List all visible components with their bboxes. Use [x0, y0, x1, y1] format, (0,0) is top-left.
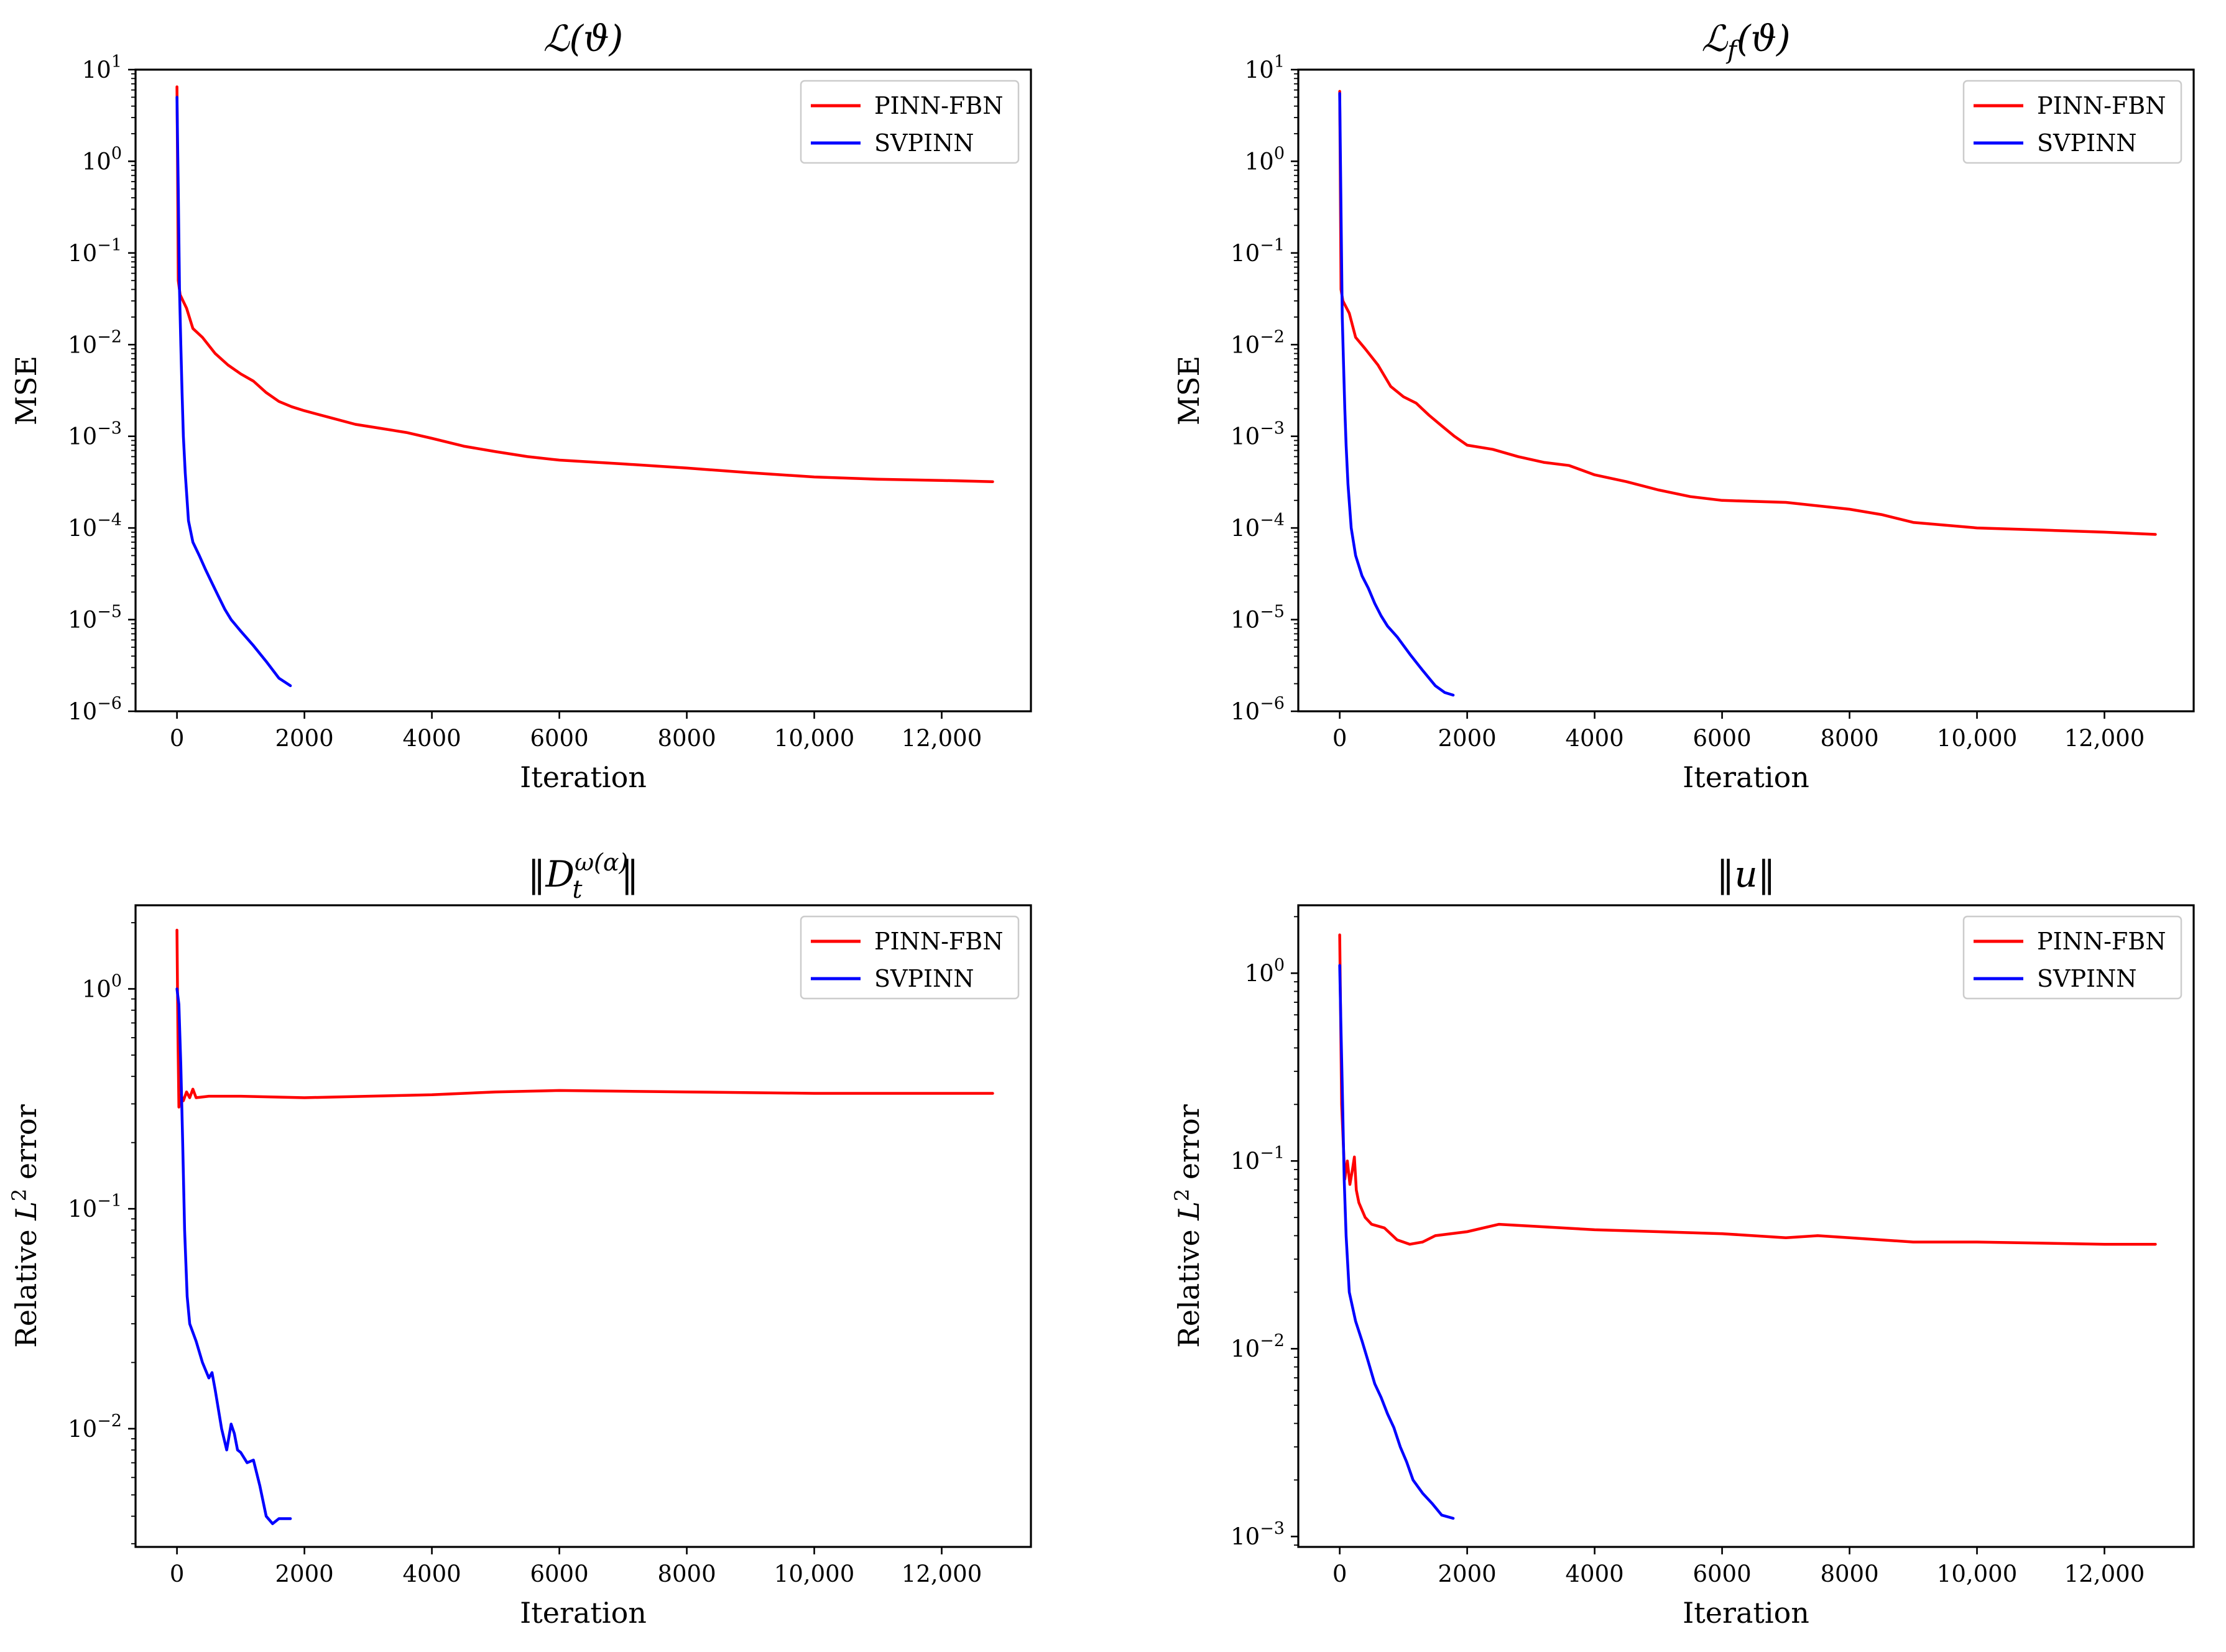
x-axis-label: Iteration	[1683, 1596, 1809, 1630]
x-tick-label: 2000	[275, 1561, 334, 1587]
x-tick-label: 8000	[1820, 725, 1878, 752]
y-tick-label: 100	[82, 971, 122, 1002]
chart-title: ‖Dω(α) t ‖	[528, 849, 639, 904]
x-tick-label: 6000	[530, 725, 588, 752]
x-tick-label: 0	[1332, 1561, 1347, 1587]
x-tick-label: 10,000	[1937, 1561, 2017, 1587]
y-axis-label: Relative L2 error	[1170, 1104, 1206, 1347]
x-tick-label: 6000	[1693, 1561, 1751, 1587]
x-tick-label: 4000	[402, 725, 461, 752]
x-tick-label: 0	[1332, 725, 1347, 752]
series-line-svpinn	[1338, 92, 1455, 697]
y-tick-label: 10−4	[1231, 510, 1285, 542]
y-axis-label: MSE	[9, 356, 43, 425]
y-tick-label: 10−3	[1231, 419, 1285, 450]
plot-area	[1297, 68, 2195, 713]
x-tick-label: 6000	[530, 1561, 588, 1587]
chart-title: ℒ(ϑ)	[543, 17, 624, 60]
chart-title: ℒf(ϑ)	[1701, 17, 1790, 65]
x-tick-label: 0	[170, 1561, 185, 1587]
y-tick-label: 10−4	[68, 510, 122, 542]
chart-panel-4: 0 2000 4000 6000 8000 10,000 12,000 10−3 10−2 10−…	[1170, 853, 2195, 1630]
x-tick-label: 2000	[1438, 1561, 1497, 1587]
plot-area	[1297, 904, 2195, 1548]
x-axis-label: Iteration	[520, 760, 647, 794]
x-tick-label: 8000	[657, 1561, 716, 1587]
series-line-svpinn	[175, 987, 292, 1525]
x-tick-label: 12,000	[902, 1561, 982, 1587]
y-axis-label: Relative L2 error	[7, 1104, 43, 1347]
chart-panel-2: 0 2000 4000 6000 8000 10,000 12,000 10−6 10−5 10−…	[1172, 17, 2195, 794]
legend-label-svpinn: SVPINN	[874, 965, 974, 992]
y-tick-label: 100	[1245, 956, 1285, 987]
y-tick-label: 101	[1245, 52, 1285, 83]
y-tick-label: 10−5	[1231, 602, 1285, 634]
x-tick-label: 6000	[1693, 725, 1751, 752]
x-tick-label: 10,000	[1937, 725, 2017, 752]
y-tick-label: 10−3	[1231, 1519, 1285, 1550]
x-axis-label: Iteration	[1683, 760, 1809, 794]
y-tick-label: 100	[82, 144, 122, 175]
legend-label-svpinn: SVPINN	[874, 129, 974, 157]
y-tick-label: 10−3	[68, 419, 122, 450]
y-tick-label: 10−5	[68, 602, 122, 634]
chart-title: ‖u‖	[1716, 853, 1775, 895]
y-tick-label: 10−6	[68, 694, 122, 725]
y-tick-label: 10−2	[68, 1411, 122, 1442]
legend-label-pinn-fbn: PINN-FBN	[2037, 92, 2166, 119]
x-tick-label: 8000	[657, 725, 716, 752]
legend: PINN-FBN SVPINN	[800, 80, 1020, 164]
x-axis-label: Iteration	[520, 1596, 647, 1630]
y-tick-label: 10−2	[1231, 1331, 1285, 1362]
x-tick-label: 10,000	[774, 1561, 854, 1587]
y-axis-label: MSE	[1172, 356, 1206, 425]
x-tick-label: 4000	[1565, 725, 1623, 752]
y-tick-label: 10−1	[68, 236, 122, 267]
plot-area	[134, 68, 1032, 713]
x-tick-label: 12,000	[2064, 1561, 2145, 1587]
y-tick-label: 10−1	[1231, 1143, 1285, 1174]
x-tick-label: 4000	[1565, 1561, 1623, 1587]
plot-area	[134, 904, 1032, 1548]
legend: PINN-FBN SVPINN	[1962, 915, 2182, 1000]
legend-label-pinn-fbn: PINN-FBN	[874, 928, 1003, 955]
legend: PINN-FBN SVPINN	[1962, 80, 2182, 164]
series-line-svpinn	[1338, 964, 1455, 1520]
y-tick-label: 100	[1245, 144, 1285, 175]
y-tick-label: 10−1	[1231, 236, 1285, 267]
legend-label-pinn-fbn: PINN-FBN	[874, 92, 1003, 119]
series-line-pinn-fbn	[1338, 90, 2157, 536]
x-tick-label: 8000	[1820, 1561, 1878, 1587]
y-tick-label: 10−2	[1231, 327, 1285, 358]
series-line-pinn-fbn	[1338, 933, 2157, 1246]
x-tick-label: 4000	[402, 1561, 461, 1587]
y-tick-label: 101	[82, 52, 122, 83]
x-tick-label: 12,000	[902, 725, 982, 752]
y-tick-label: 10−1	[68, 1191, 122, 1222]
x-tick-label: 2000	[275, 725, 334, 752]
chart-panel-1: 0 2000 4000 6000 8000 10,000 12,000 10−6 10−5 10−…	[9, 17, 1032, 794]
x-tick-label: 10,000	[774, 725, 854, 752]
y-tick-label: 10−2	[68, 327, 122, 358]
x-tick-label: 2000	[1438, 725, 1497, 752]
y-tick-label: 10−6	[1231, 694, 1285, 725]
legend-label-svpinn: SVPINN	[2037, 129, 2137, 157]
legend: PINN-FBN SVPINN	[800, 915, 1020, 1000]
x-tick-label: 12,000	[2064, 725, 2145, 752]
legend-label-svpinn: SVPINN	[2037, 965, 2137, 992]
series-line-svpinn	[175, 96, 292, 688]
series-line-pinn-fbn	[175, 85, 994, 483]
chart-panel-3: 0 2000 4000 6000 8000 10,000 12,000 10−2 10−1 100…	[7, 849, 1032, 1630]
legend-label-pinn-fbn: PINN-FBN	[2037, 928, 2166, 955]
x-tick-label: 0	[170, 725, 185, 752]
